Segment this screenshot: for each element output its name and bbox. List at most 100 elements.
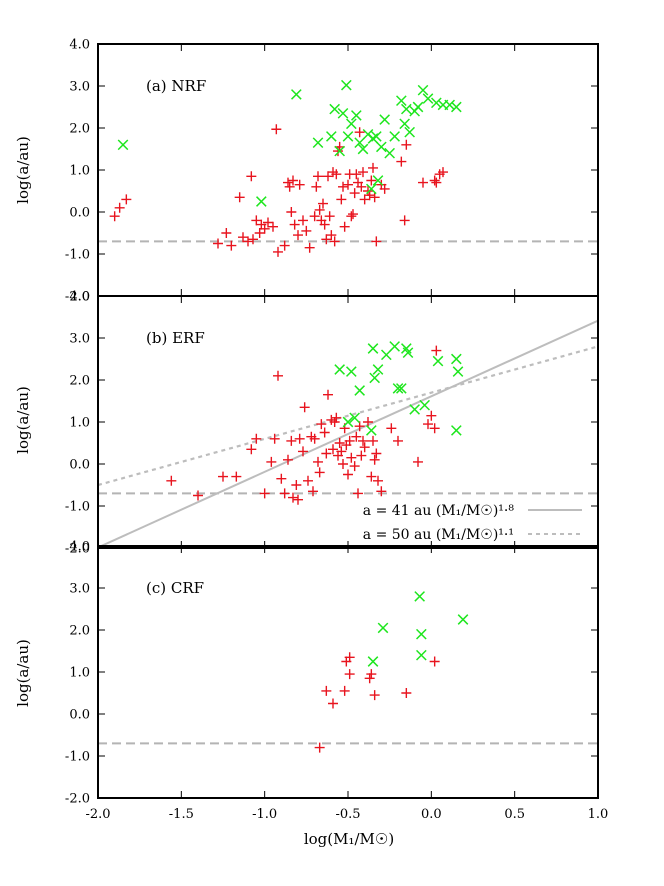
data-point-cross — [354, 137, 365, 149]
y-tick-label: 1.0 — [69, 164, 90, 179]
panel-2: -2.0-1.00.01.02.03.04.0-2.0 -1.5 -1.0 -0.5 0… — [65, 540, 608, 823]
data-point-cross — [377, 622, 389, 634]
data-point-cross — [451, 425, 462, 436]
data-point-cross — [384, 147, 395, 159]
data-point-cross — [409, 404, 420, 415]
data-point-plus — [331, 169, 342, 180]
y-tick-label: 2.0 — [69, 624, 90, 639]
data-point-plus — [353, 488, 363, 499]
data-point-plus — [334, 438, 345, 448]
panel-frame — [97, 545, 599, 799]
data-point-plus — [271, 124, 282, 135]
data-point-plus — [246, 171, 257, 182]
data-point-plus — [366, 471, 377, 482]
data-point-plus — [291, 480, 302, 490]
data-point-plus — [359, 194, 370, 205]
data-point-plus — [418, 177, 428, 188]
y-tick-label: 3.0 — [69, 582, 90, 597]
data-point-cross — [416, 628, 427, 640]
data-point-plus — [336, 446, 347, 457]
y-tick-label: 0.0 — [69, 206, 90, 221]
data-point-cross — [372, 175, 384, 186]
data-point-plus — [321, 234, 332, 245]
panel-0: -2.0 -1.0 0.0 1.0 2.0 3.0 4.0 (a) NRF — [65, 38, 599, 305]
data-point-cross — [342, 131, 354, 142]
data-point-plus — [366, 669, 377, 680]
data-point-plus — [238, 232, 248, 243]
data-point-cross — [334, 364, 345, 375]
data-point-cross — [312, 137, 324, 149]
data-point-cross — [431, 97, 442, 109]
data-point-cross — [381, 349, 392, 361]
data-point-plus — [343, 179, 353, 190]
data-point-cross — [366, 425, 377, 436]
data-point-cross — [366, 183, 377, 195]
x-tick-label: -2.0 — [85, 807, 110, 822]
data-point-plus — [396, 156, 407, 167]
data-point-plus — [349, 188, 360, 199]
data-point-plus — [299, 402, 310, 413]
data-point-plus — [373, 475, 383, 486]
fit-line-dashed — [98, 345, 598, 487]
y-tick-label: 0.0 — [69, 708, 90, 723]
data-point-cross — [334, 145, 345, 157]
data-point-cross — [389, 341, 400, 352]
data-point-plus — [354, 127, 365, 138]
y-tick-label: 2.0 — [69, 374, 90, 389]
y-axis-title-panel-c: log(a/au) — [14, 639, 32, 707]
y-tick-label: -1.0 — [65, 248, 90, 263]
data-point-plus — [321, 685, 332, 696]
data-point-plus — [323, 171, 333, 182]
data-point-plus — [354, 421, 365, 432]
data-point-plus — [324, 211, 335, 222]
data-point-plus — [246, 444, 257, 455]
data-point-plus — [268, 221, 278, 232]
data-point-plus — [314, 742, 325, 753]
data-point-plus — [429, 423, 440, 434]
data-point-plus — [308, 486, 318, 497]
x-tick-label: -0.5 — [335, 807, 360, 822]
data-point-plus — [351, 431, 362, 442]
data-point-cross — [341, 79, 352, 91]
data-point-plus — [339, 685, 350, 696]
data-point-plus — [273, 246, 283, 257]
data-point-plus — [326, 230, 337, 241]
data-point-cross — [412, 101, 424, 113]
data-point-cross — [369, 372, 380, 384]
y-tick-label: -2.0 — [65, 290, 90, 305]
data-point-plus — [254, 228, 265, 238]
data-point-plus — [213, 238, 223, 249]
data-point-plus — [369, 454, 380, 465]
data-point-plus — [286, 207, 297, 217]
data-point-cross — [371, 131, 382, 142]
data-point-plus — [293, 494, 303, 505]
data-point-cross — [452, 366, 464, 377]
data-point-plus — [338, 181, 348, 192]
data-point-cross — [349, 412, 360, 424]
data-point-cross — [416, 649, 427, 661]
y-tick-label: 4.0 — [69, 290, 90, 305]
data-point-plus — [351, 169, 362, 180]
data-point-plus — [288, 175, 298, 186]
data-point-plus — [309, 433, 320, 444]
data-point-plus — [273, 370, 283, 381]
x-axis-title: log(M₁/M☉) — [304, 830, 394, 848]
data-point-plus — [286, 435, 297, 446]
data-point-cross — [326, 131, 337, 142]
data-point-plus — [321, 448, 332, 459]
data-point-cross — [117, 139, 129, 151]
y-tick-label: -2.0 — [65, 542, 90, 557]
y-tick-label: 1.0 — [69, 666, 90, 681]
data-point-plus — [401, 688, 412, 698]
data-point-cross — [367, 343, 379, 354]
data-point-plus — [366, 175, 377, 186]
data-point-cross — [357, 143, 369, 155]
data-point-cross — [256, 196, 267, 207]
data-point-cross — [399, 118, 410, 130]
panel-data — [98, 79, 598, 257]
data-point-plus — [309, 211, 320, 222]
data-point-plus — [221, 228, 232, 238]
data-point-plus — [304, 242, 315, 253]
data-point-plus — [301, 225, 312, 236]
data-point-plus — [303, 475, 313, 486]
